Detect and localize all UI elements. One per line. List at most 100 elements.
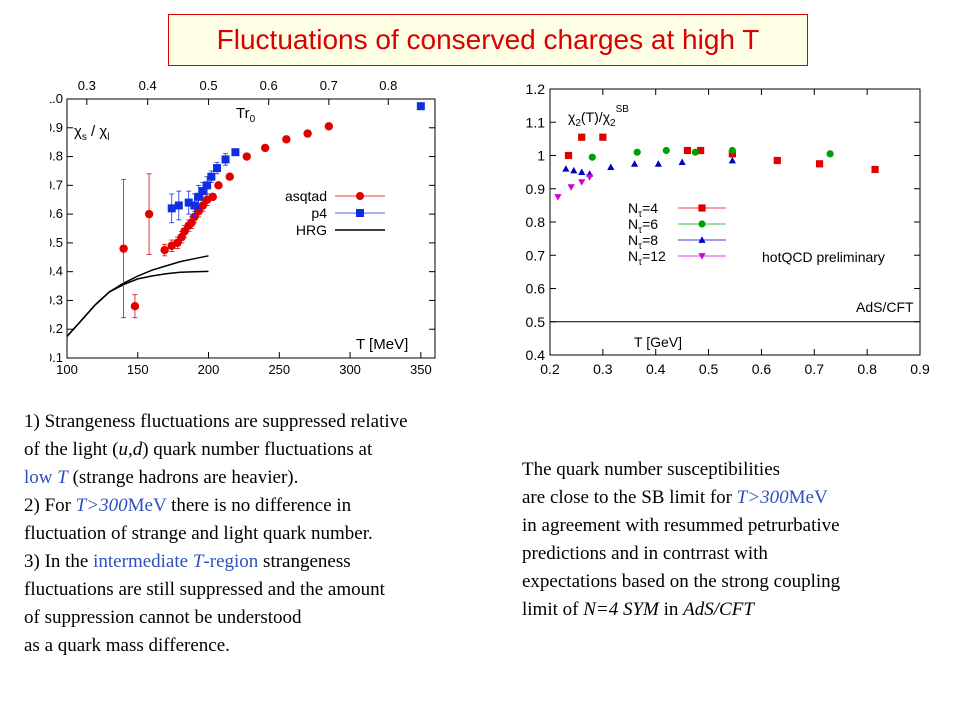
left-line-4: 2) For T>300MeV there is no difference i… xyxy=(24,492,524,520)
chart2-point-n8 xyxy=(630,160,639,167)
left-line-2-c: ) quark number fluctuations at xyxy=(142,439,373,460)
chart2-point-n8 xyxy=(570,166,578,174)
left-line-3-c: (strange hadrons are heavier). xyxy=(67,467,299,488)
right-line-6-c: in xyxy=(658,599,684,620)
slide-title: Fluctuations of conserved charges at hig… xyxy=(168,14,808,66)
chart2-xtick-label: 0.7 xyxy=(805,361,825,377)
left-line-4-b: T>300 xyxy=(75,495,128,516)
left-line-6-b: intermediate xyxy=(93,551,193,572)
chart1-xtick-label: 350 xyxy=(410,362,432,376)
left-explanation: 1) Strangeness fluctuations are suppress… xyxy=(24,408,524,660)
chart2-point-n6 xyxy=(662,146,670,155)
chart2-ytick-label: 1 xyxy=(537,148,545,164)
chart2-point-n12 xyxy=(567,184,575,191)
chart2-ylabel-main: χ xyxy=(568,109,576,125)
chart1-point-asqtad xyxy=(282,135,291,144)
chart1-ytick-label: 0.3 xyxy=(50,292,63,307)
chart2-point-n4 xyxy=(564,151,573,160)
chart2-point-n4 xyxy=(773,156,781,165)
chart1-toptick-label: 0.6 xyxy=(260,78,278,93)
chart1-xtick-label: 100 xyxy=(56,362,78,376)
chart2-adscft-annotation: AdS/CFT xyxy=(856,299,914,315)
chart2-point-n12 xyxy=(554,194,562,201)
left-line-6: 3) In the intermediate T-region strangen… xyxy=(24,548,524,576)
right-line-6-d: AdS/CFT xyxy=(683,599,754,620)
chart2-legend-label-prefix: N xyxy=(628,200,638,216)
chart2-ytick-label: 0.9 xyxy=(526,181,546,197)
chart2-legend-label-sub: τ xyxy=(638,225,642,236)
chart1-xtick-label: 250 xyxy=(268,362,290,376)
chart2-point-n6 xyxy=(588,153,596,161)
right-line-5: expectations based on the strong couplin… xyxy=(522,571,841,592)
left-line-4-a: 2) For xyxy=(24,495,76,516)
chart1-point-p4 xyxy=(221,155,230,164)
chart1-point-asqtad xyxy=(214,181,223,190)
chart1-legend-marker xyxy=(356,192,364,200)
chart2-legend-label: Nτ=12 xyxy=(628,248,666,268)
chart1-xtick-label: 150 xyxy=(127,362,149,376)
chart1-ylabel-sub1: s xyxy=(82,132,87,143)
chart2-legend-label-value: =8 xyxy=(642,232,658,248)
chart2-ytick-label: 0.7 xyxy=(526,247,546,263)
chart2-point-n4 xyxy=(683,146,692,155)
left-line-4-d: there is no difference in xyxy=(166,495,352,516)
chart1-point-p4 xyxy=(184,198,193,207)
left-line-3-b: T xyxy=(57,467,68,488)
chart1-ytick-label: 0.2 xyxy=(50,321,63,336)
chart2-legend-marker xyxy=(698,204,706,212)
right-line-6: limit of N=4 SYM in AdS/CFT xyxy=(522,596,952,624)
chart1-ylabel-sep: / χ xyxy=(87,123,108,140)
chart1-hrg-curve xyxy=(66,255,209,337)
right-line-2-a: are close to the SB limit for xyxy=(522,487,737,508)
right-explanation: The quark number susceptibilities are cl… xyxy=(522,456,952,624)
chart2-ytick-label: 0.8 xyxy=(526,214,546,230)
chart1-plot-frame xyxy=(66,98,436,359)
chart1-hrg-curve xyxy=(66,270,209,337)
chart2-legend-marker xyxy=(698,220,706,228)
chart1-point-asqtad xyxy=(119,244,128,253)
chart2-ytick-label: 0.6 xyxy=(526,281,546,297)
chart1-xtick-label: 300 xyxy=(339,362,361,376)
chart2-xtick-label: 0.8 xyxy=(857,361,877,377)
chart1-top-axis-label: Tr0 xyxy=(236,105,256,125)
chart2-point-n4 xyxy=(599,133,607,141)
chart1-ytick-label: 0.6 xyxy=(50,206,63,221)
chart2-ylabel-mid: (T)/χ xyxy=(581,109,611,125)
chart2-point-n12 xyxy=(578,179,586,186)
chart2-legend-label-prefix: N xyxy=(628,248,638,264)
right-line-2-b: T>300 xyxy=(736,487,789,508)
chart1-point-p4 xyxy=(416,102,425,111)
chart2-point-n8 xyxy=(578,168,586,176)
chart1-top-axis-label-main: Tr xyxy=(236,105,250,122)
left-line-5: fluctuation of strange and light quark n… xyxy=(24,523,373,544)
chart2-point-n8 xyxy=(728,156,736,164)
chart2-ylabel-sup: SB xyxy=(616,104,630,115)
chart2-xtick-label: 0.3 xyxy=(593,361,613,377)
chart2-legend: Nτ=4Nτ=6Nτ=8Nτ=12 xyxy=(628,200,726,268)
chart2-ylabel-sub2: 2 xyxy=(610,118,616,129)
chart2-point-n4 xyxy=(578,133,586,141)
chart1-point-p4 xyxy=(207,172,216,181)
chart1-xtick-label: 200 xyxy=(198,362,220,376)
chart1-ytick-label: 0.8 xyxy=(50,149,63,164)
chart2-point-n12 xyxy=(586,174,594,181)
chart2-legend-marker xyxy=(698,236,706,243)
chart2-point-n8 xyxy=(654,160,662,167)
chart2-legend-label-sub: τ xyxy=(638,257,642,268)
left-line-2: of the light (u,d) quark number fluctuat… xyxy=(24,436,524,464)
left-line-3: low T (strange hadrons are heavier). xyxy=(24,464,524,492)
left-line-6-a: 3) In the xyxy=(24,551,94,572)
chart2-legend-label-prefix: N xyxy=(628,216,638,232)
left-line-7: fluctuations are still suppressed and th… xyxy=(24,579,385,600)
chart1-point-p4 xyxy=(190,201,199,210)
left-line-9: as a quark mass difference. xyxy=(24,635,230,656)
chart2-legend-marker xyxy=(698,253,706,260)
chart1-point-asqtad xyxy=(144,209,154,219)
chart2-xtick-label: 0.2 xyxy=(540,361,560,377)
chart1-ytick-label: 1.0 xyxy=(50,91,63,106)
chart1-xlabel: T [MeV] xyxy=(356,336,408,353)
chart1-point-asqtad xyxy=(324,122,334,131)
left-line-2-b: u,d xyxy=(118,439,143,460)
left-line-2-a: of the light ( xyxy=(24,439,119,460)
